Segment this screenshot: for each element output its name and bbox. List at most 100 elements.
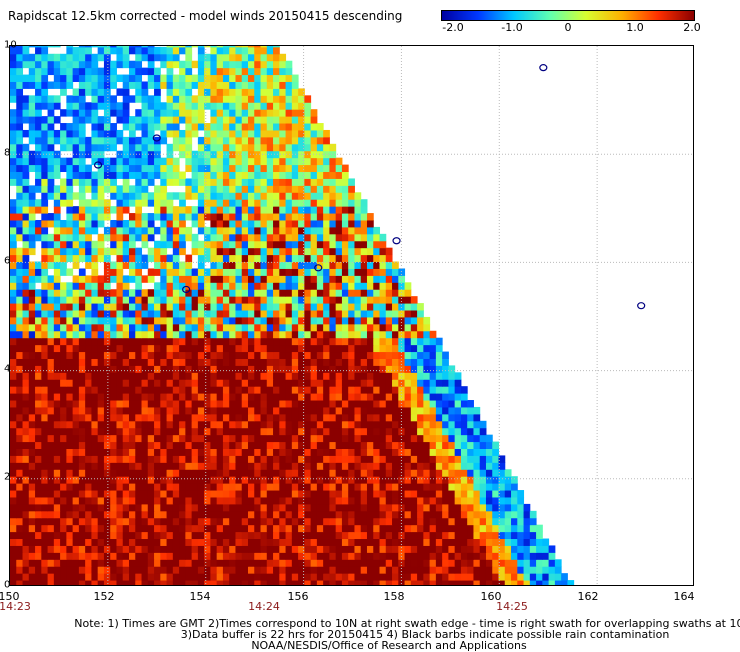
wind-cell (442, 524, 449, 533)
wind-cell (66, 552, 74, 560)
wind-cell (435, 413, 443, 422)
wind-cell (398, 483, 406, 491)
wind-cell (260, 337, 268, 346)
wind-cell (379, 476, 387, 484)
wind-cell (179, 344, 186, 353)
wind-cell (210, 531, 218, 540)
wind-cell (97, 95, 105, 103)
wind-cell (385, 469, 393, 477)
wind-cell (235, 379, 243, 387)
wind-cell (429, 365, 437, 373)
wind-cell (66, 510, 74, 519)
wind-cell (197, 323, 205, 332)
wind-cell (392, 275, 399, 283)
wind-cell (216, 136, 224, 145)
wind-cell (135, 559, 143, 567)
wind-cell (141, 386, 149, 394)
wind-cell (41, 310, 49, 318)
wind-cell (392, 545, 399, 553)
wind-cell (179, 531, 186, 540)
wind-cell (160, 573, 168, 581)
wind-cell (141, 351, 149, 359)
wind-cell (341, 483, 349, 491)
wind-cell (191, 123, 199, 131)
wind-cell (241, 185, 249, 193)
wind-cell (135, 226, 143, 235)
wind-cell (504, 580, 512, 585)
wind-cell (160, 330, 168, 339)
wind-cell (16, 483, 24, 491)
wind-cell (341, 427, 349, 436)
wind-cell (179, 116, 186, 124)
wind-cell (285, 420, 293, 429)
wind-cell (235, 185, 243, 193)
wind-cell (479, 427, 487, 436)
wind-cell (166, 393, 174, 401)
wind-cell (204, 53, 211, 62)
wind-cell (122, 379, 130, 387)
wind-cell (35, 109, 42, 117)
wind-cell (285, 316, 293, 325)
wind-cell (191, 310, 199, 318)
wind-cell (91, 469, 99, 477)
wind-cell (323, 503, 330, 512)
wind-cell (260, 344, 268, 353)
wind-cell (122, 60, 130, 69)
wind-cell (166, 289, 174, 297)
wind-cell (366, 420, 374, 429)
wind-cell (60, 164, 67, 173)
wind-cell (216, 240, 224, 249)
wind-cell (435, 469, 443, 477)
wind-cell (103, 413, 111, 422)
wind-cell (235, 123, 243, 131)
wind-cell (473, 524, 481, 533)
wind-cell (128, 545, 136, 553)
wind-cell (260, 240, 268, 249)
wind-cell (385, 448, 393, 456)
wind-cell (291, 400, 299, 408)
wind-cell (147, 136, 155, 145)
wind-cell (10, 247, 17, 256)
wind-cell (241, 580, 249, 585)
wind-cell (260, 219, 268, 228)
wind-cell (191, 552, 199, 560)
wind-cell (85, 496, 92, 505)
wind-cell (191, 323, 199, 332)
wind-cell (222, 330, 230, 339)
wind-cell (260, 379, 268, 387)
wind-cell (348, 206, 355, 214)
wind-cell (354, 219, 362, 228)
wind-cell (91, 129, 99, 138)
wind-cell (467, 580, 474, 585)
wind-cell (166, 164, 174, 173)
wind-cell (216, 185, 224, 193)
wind-cell (135, 150, 143, 159)
wind-cell (385, 427, 393, 436)
wind-cell (72, 67, 80, 76)
wind-cell (247, 136, 255, 145)
wind-cell (423, 337, 431, 346)
wind-cell (147, 351, 155, 359)
wind-cell (229, 559, 236, 567)
wind-cell (197, 219, 205, 228)
wind-cell (172, 88, 180, 96)
wind-cell (404, 469, 412, 477)
wind-cell (335, 185, 343, 193)
wind-cell (348, 240, 355, 249)
wind-cell (323, 559, 330, 567)
wind-cell (116, 351, 124, 359)
wind-cell (166, 448, 174, 456)
wind-cell (128, 552, 136, 560)
wind-cell (28, 206, 36, 214)
wind-cell (66, 53, 74, 62)
wind-cell (504, 517, 512, 526)
wind-cell (135, 510, 143, 519)
wind-cell (172, 53, 180, 62)
wind-cell (523, 552, 531, 560)
wind-cell (97, 448, 105, 456)
wind-cell (60, 441, 67, 449)
wind-cell (435, 552, 443, 560)
wind-cell (335, 303, 343, 311)
wind-cell (116, 268, 124, 276)
wind-cell (310, 365, 318, 373)
